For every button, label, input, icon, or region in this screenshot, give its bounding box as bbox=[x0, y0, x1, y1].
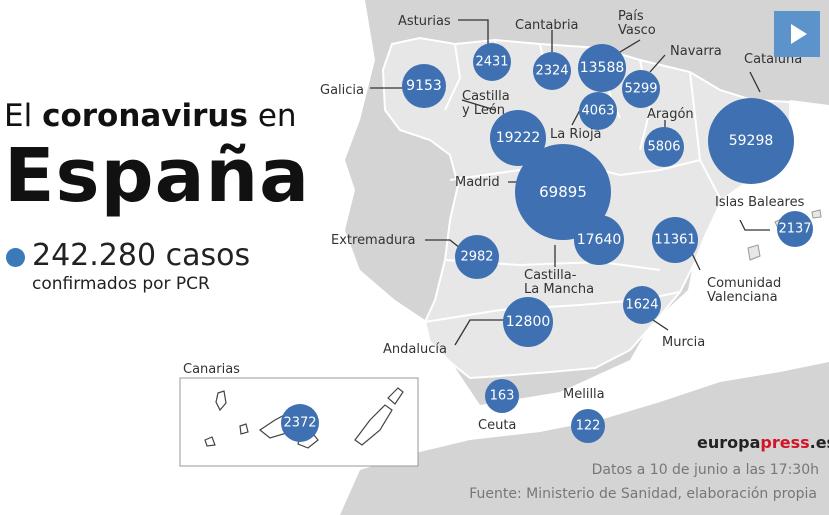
bubble-circle bbox=[623, 286, 661, 324]
bubble-value: 17640 bbox=[577, 232, 622, 248]
bubble-asturias: 2431 bbox=[473, 43, 511, 81]
date-note: Datos a 10 de junio a las 17:30h bbox=[591, 462, 819, 478]
bubble-circle bbox=[574, 215, 624, 265]
bubble-extremadura: 2982 bbox=[455, 235, 499, 279]
bubble-value: 2372 bbox=[283, 416, 316, 431]
bubble-value: 1624 bbox=[625, 298, 658, 313]
bubble-value: 2137 bbox=[778, 222, 811, 237]
bubble-value: 5806 bbox=[647, 140, 680, 155]
country-title: España bbox=[4, 133, 311, 219]
region-label-comunidad-valenciana: Comunidad Valenciana bbox=[707, 276, 781, 305]
region-label-navarra: Navarra bbox=[670, 44, 722, 59]
bubble-circle bbox=[533, 52, 571, 90]
bubble-circle bbox=[652, 217, 698, 263]
region-label-asturias: Asturias bbox=[398, 14, 451, 29]
bubble-castilla-leon: 19222 bbox=[490, 110, 546, 166]
bubble-comunidad-valenciana: 11361 bbox=[652, 217, 698, 263]
region-label-ceuta: Ceuta bbox=[478, 418, 516, 433]
bubble-layer: 9153 2431 2324 13588 5299 59298 4063 5806 19222 6… bbox=[281, 43, 813, 443]
brand-tld: .es bbox=[809, 433, 829, 452]
bubble-castilla-la-mancha: 17640 bbox=[574, 215, 624, 265]
region-label-castilla-leon: Castilla y León bbox=[462, 89, 510, 118]
bubble-value: 122 bbox=[576, 419, 601, 434]
region-label-castilla-la-mancha: Castilla-La Mancha bbox=[524, 268, 594, 297]
leader-lines bbox=[370, 19, 770, 346]
bubble-circle bbox=[579, 92, 617, 130]
brand-main: europa bbox=[697, 433, 761, 452]
cases-subtitle: confirmados por PCR bbox=[32, 274, 210, 294]
brand-accent: press bbox=[760, 433, 810, 452]
brand-logo: europapress.es bbox=[697, 433, 829, 452]
bubble-islas-baleares: 2137 bbox=[777, 211, 813, 247]
bubble-value: 12800 bbox=[506, 314, 551, 330]
region-label-galicia: Galicia bbox=[320, 83, 364, 98]
bubble-circle bbox=[515, 144, 611, 240]
bubble-galicia: 9153 bbox=[402, 64, 446, 108]
bubble-value: 19222 bbox=[496, 130, 541, 146]
bubble-value: 2431 bbox=[475, 55, 508, 70]
bubble-circle bbox=[622, 70, 660, 108]
bubble-la-rioja: 4063 bbox=[579, 92, 617, 130]
cases-dot bbox=[6, 248, 25, 267]
bubble-value: 4063 bbox=[581, 104, 614, 119]
bubble-circle bbox=[777, 211, 813, 247]
bubble-murcia: 1624 bbox=[623, 286, 661, 324]
region-label-madrid: Madrid bbox=[455, 175, 500, 190]
headline-line-1: El coronavirus en bbox=[4, 98, 297, 134]
region-label-islas-baleares: Islas Baleares bbox=[715, 195, 805, 210]
title-emphasis: coronavirus bbox=[42, 98, 248, 134]
bubble-value: 9153 bbox=[406, 78, 442, 94]
bubble-circle bbox=[571, 409, 605, 443]
bubble-value: 13588 bbox=[580, 60, 625, 76]
play-button[interactable] bbox=[774, 11, 820, 57]
bubble-canarias: 2372 bbox=[281, 404, 319, 442]
bubble-circle bbox=[490, 110, 546, 166]
bubble-circle bbox=[503, 297, 553, 347]
region-label-pais-vasco: País Vasco bbox=[618, 9, 656, 38]
region-label-aragon: Aragón bbox=[647, 107, 694, 122]
bubble-ceuta: 163 bbox=[485, 379, 519, 413]
label-layer: Galicia Asturias Cantabria País Vasco Navarra… bbox=[183, 9, 805, 433]
bubble-value: 69895 bbox=[539, 183, 587, 201]
bubble-value: 11361 bbox=[654, 233, 695, 248]
bubble-circle bbox=[644, 127, 684, 167]
bubble-madrid: 69895 bbox=[515, 144, 611, 240]
bubble-value: 2324 bbox=[535, 64, 568, 79]
bubble-value: 59298 bbox=[729, 133, 774, 149]
bubble-value: 163 bbox=[490, 389, 515, 404]
region-label-melilla: Melilla bbox=[563, 387, 605, 402]
bubble-circle bbox=[485, 379, 519, 413]
title-suffix: en bbox=[257, 98, 297, 134]
region-label-andalucia: Andalucía bbox=[383, 342, 447, 357]
bubble-circle bbox=[708, 98, 794, 184]
title-prefix: El bbox=[4, 98, 33, 134]
region-label-murcia: Murcia bbox=[662, 335, 705, 350]
bubble-aragon: 5806 bbox=[644, 127, 684, 167]
region-label-extremadura: Extremadura bbox=[331, 233, 416, 248]
region-label-canarias: Canarias bbox=[183, 362, 240, 377]
source-note: Fuente: Ministerio de Sanidad, elaboraci… bbox=[469, 486, 817, 502]
bubble-circle bbox=[473, 43, 511, 81]
bubble-circle bbox=[402, 64, 446, 108]
bubble-andalucia: 12800 bbox=[503, 297, 553, 347]
bubble-pais-vasco: 13588 bbox=[578, 44, 626, 92]
cases-count: 242.280 casos bbox=[32, 238, 251, 273]
region-label-cantabria: Cantabria bbox=[515, 18, 579, 33]
bubble-circle bbox=[455, 235, 499, 279]
bubble-circle bbox=[578, 44, 626, 92]
bubble-value: 5299 bbox=[624, 82, 657, 97]
bubble-circle bbox=[281, 404, 319, 442]
bubble-navarra: 5299 bbox=[622, 70, 660, 108]
region-label-la-rioja: La Rioja bbox=[550, 127, 602, 142]
bubble-cataluna: 59298 bbox=[708, 98, 794, 184]
bubble-value: 2982 bbox=[460, 250, 493, 265]
bubble-melilla: 122 bbox=[571, 409, 605, 443]
bubble-cantabria: 2324 bbox=[533, 52, 571, 90]
